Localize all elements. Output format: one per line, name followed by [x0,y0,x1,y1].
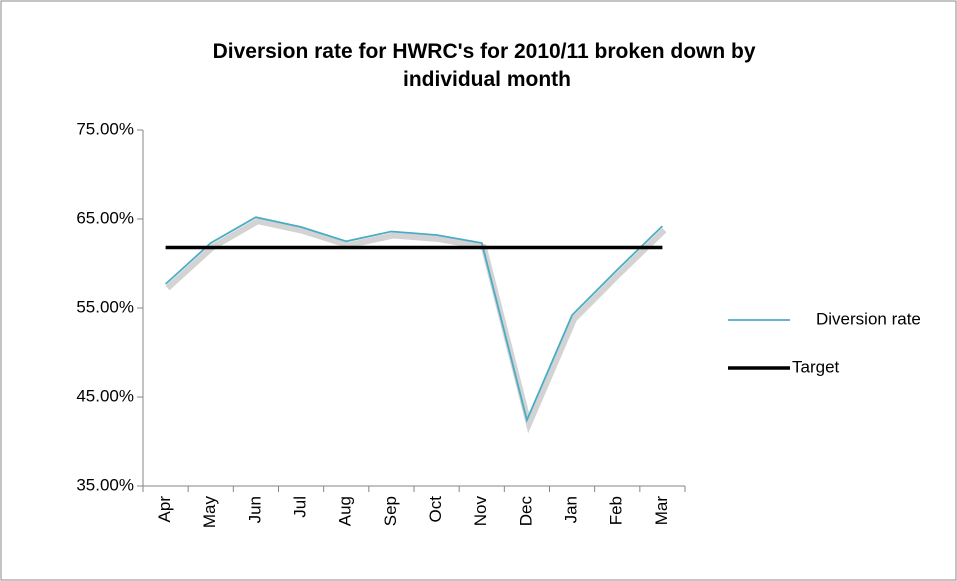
legend-label: Target [792,357,840,376]
chart-title-line: Diversion rate for HWRC's for 2010/11 br… [213,40,756,63]
series-line [164,216,664,423]
chart-title: Diversion rate for HWRC's for 2010/11 br… [213,40,762,91]
x-tick-label: Mar [652,496,671,526]
y-tick-label: 75.00% [76,119,134,138]
line-shadow [165,218,667,434]
x-tick-label: Dec [516,496,535,527]
legend-label: Diversion rate [816,309,921,328]
x-tick-label: Aug [336,496,355,526]
x-tick-label: Jun [245,496,264,523]
y-tick-label: 35.00% [76,475,134,494]
x-tick-label: Nov [471,496,490,527]
x-tick-label: Jul [291,496,310,518]
chart-title-line: individual month [403,68,571,91]
x-tick-label: May [200,496,219,529]
x-tick-label: Apr [155,496,174,523]
y-tick-label: 45.00% [76,386,134,405]
y-tick-label: 55.00% [76,297,134,316]
x-tick-label: Feb [607,496,626,525]
y-tick-label: 65.00% [76,208,134,227]
x-tick-label: Jan [562,496,581,523]
x-tick-label: Oct [426,496,445,523]
x-tick-label: Sep [381,496,400,526]
